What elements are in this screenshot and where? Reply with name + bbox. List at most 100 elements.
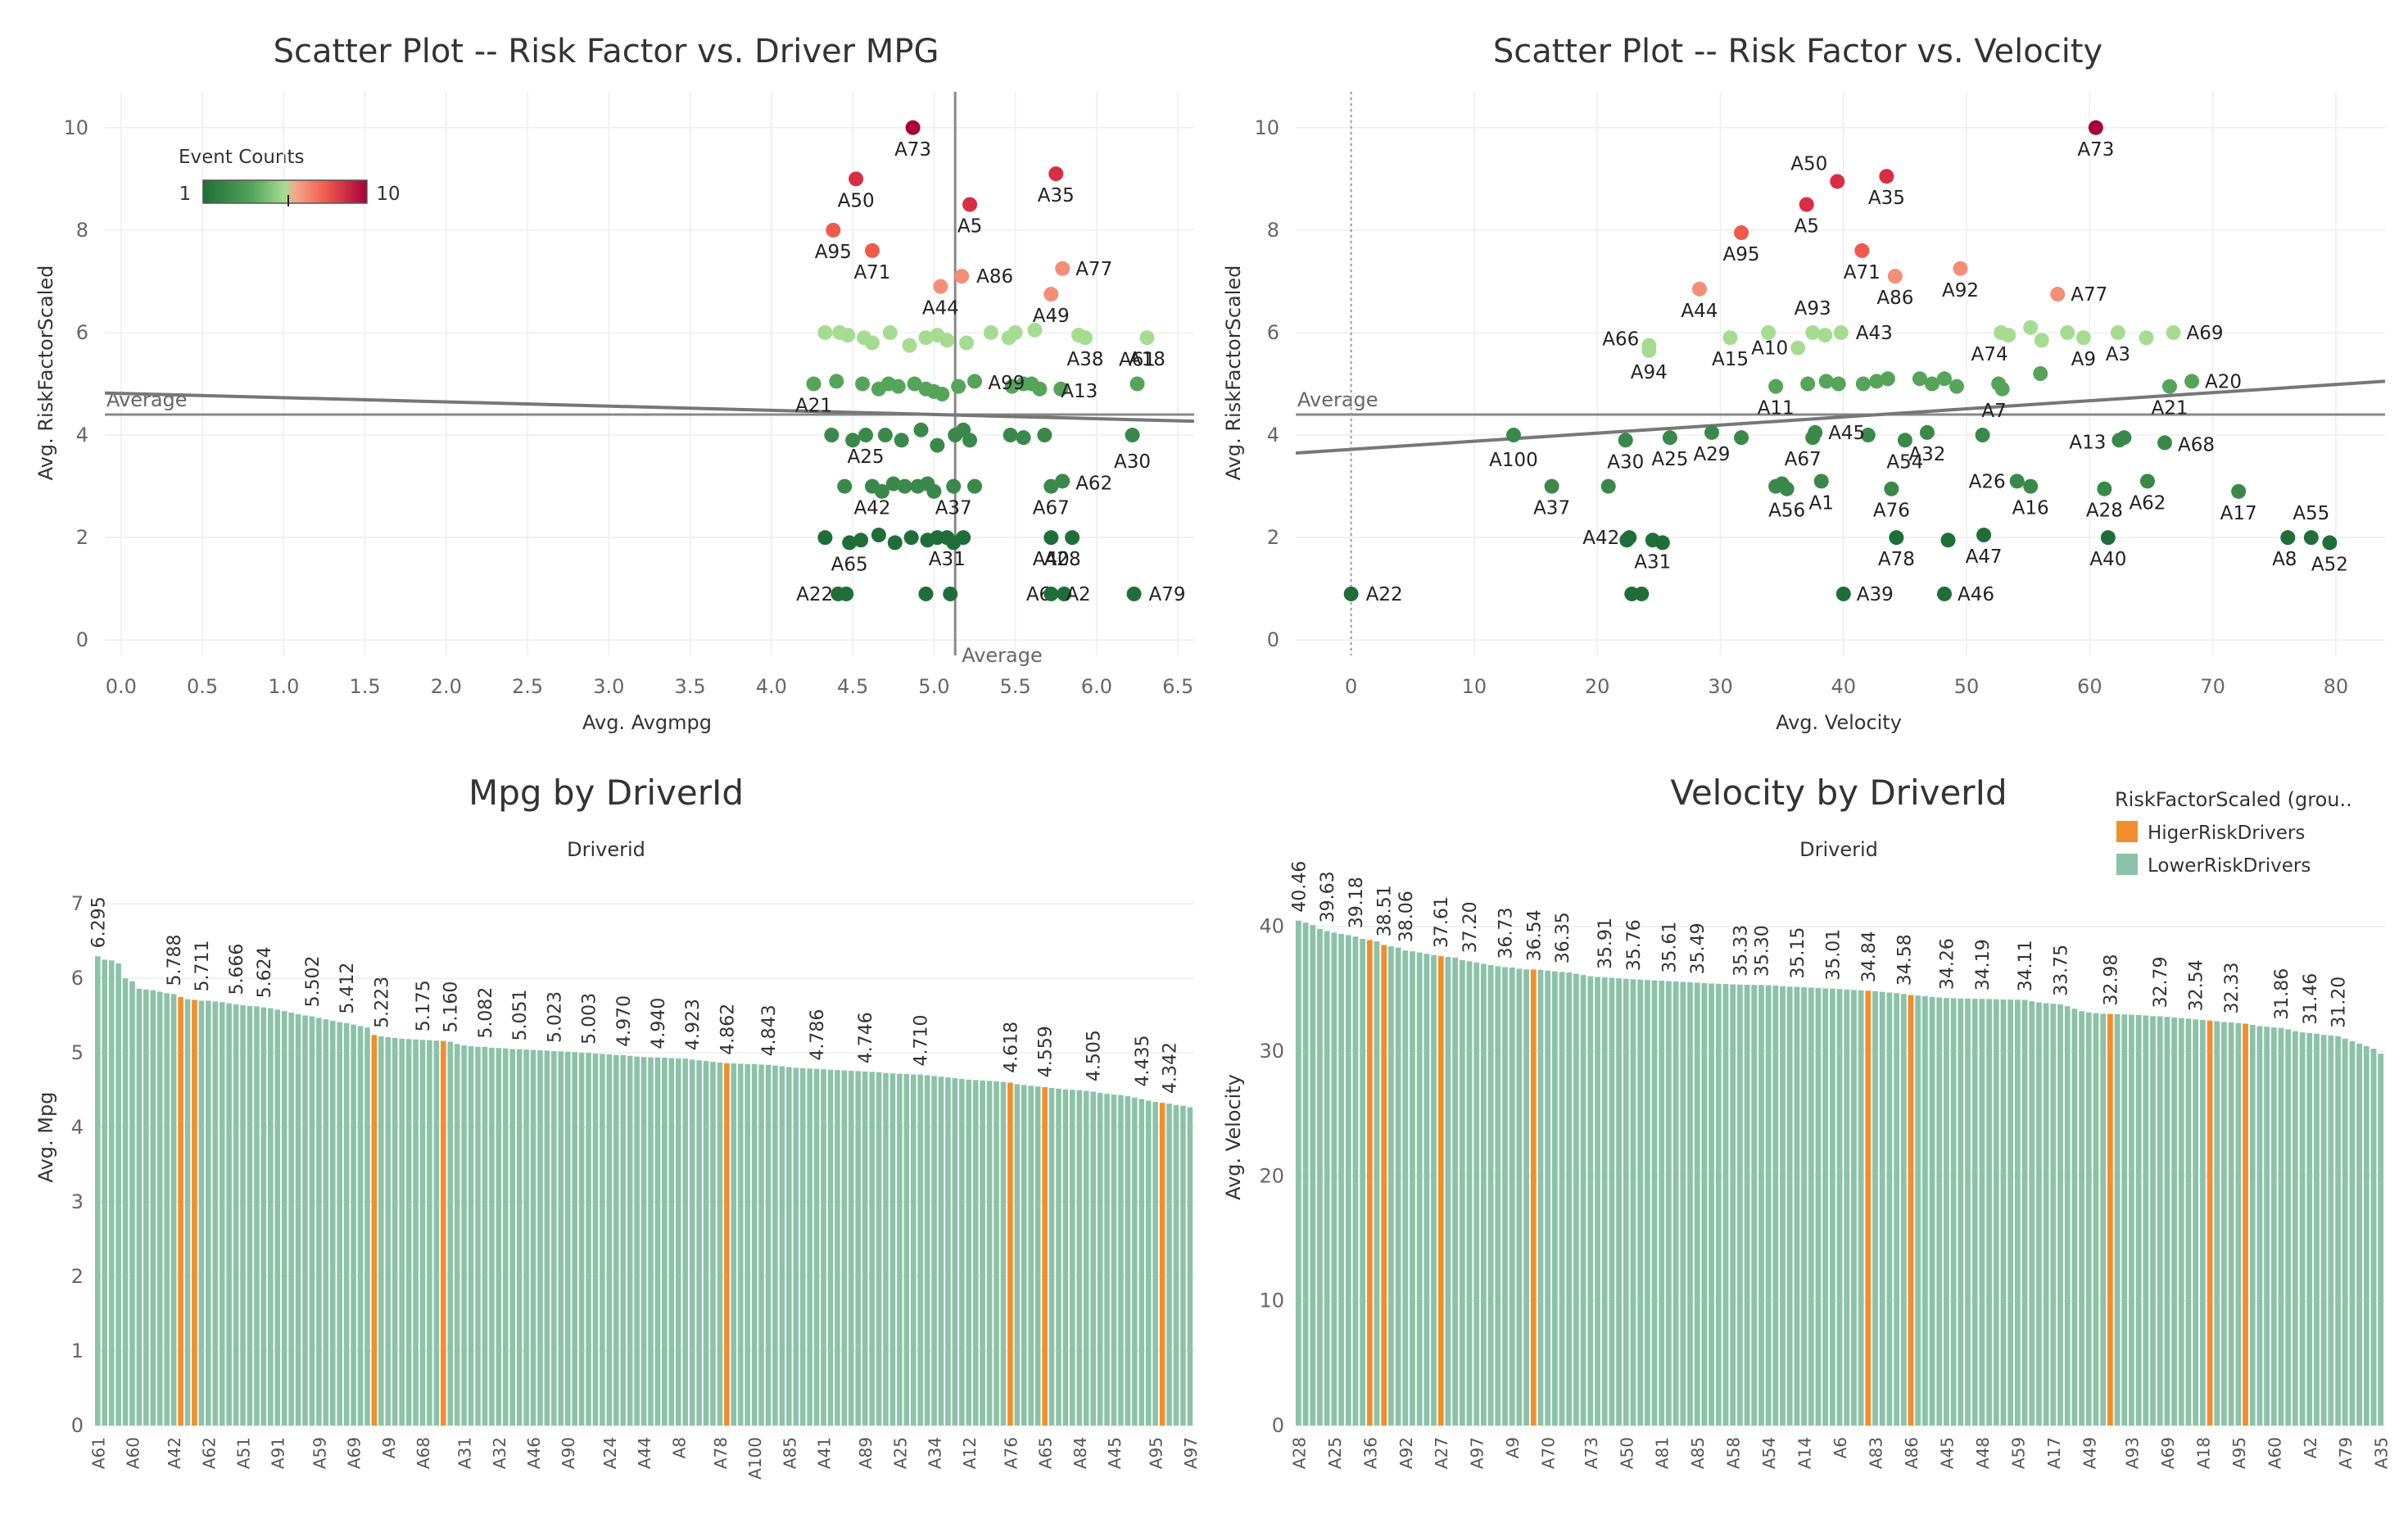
scatter-point-a10 <box>1790 340 1806 356</box>
bar-value-label: 31.20 <box>2329 977 2350 1028</box>
bar <box>862 1071 868 1426</box>
bar <box>1580 975 1586 1426</box>
scatter-point-label: A22 <box>796 584 833 605</box>
x-category-label: A25 <box>1325 1437 1345 1469</box>
bar <box>1083 1090 1089 1426</box>
bar <box>1573 973 1579 1426</box>
scatter-point <box>1624 586 1640 601</box>
bar <box>475 1046 481 1426</box>
event-counts-legend-min: 1 <box>179 184 192 205</box>
bar <box>405 1039 412 1426</box>
bar-value-label: 5.502 <box>303 955 324 1007</box>
bar-value-label: 5.023 <box>545 991 565 1043</box>
bar <box>198 1000 205 1426</box>
scatter-point-a92 <box>1953 261 1968 276</box>
x-tick-label: 0 <box>1345 675 1357 698</box>
bar <box>751 1063 758 1426</box>
bar <box>502 1048 509 1426</box>
bar-mpg-title: Mpg by DriverId <box>468 773 744 813</box>
bar-value-label: 5.175 <box>414 980 434 1031</box>
bar <box>468 1045 474 1426</box>
x-category-label: A50 <box>1617 1437 1636 1469</box>
bar <box>1070 1090 1075 1426</box>
bar <box>2093 1013 2099 1426</box>
x-category-label: A49 <box>2080 1437 2099 1469</box>
bar-value-label: 5.051 <box>510 990 531 1041</box>
bar <box>959 1078 965 1426</box>
x-category-label: A36 <box>1360 1437 1380 1469</box>
scatter-point <box>2033 366 2048 381</box>
bar <box>986 1081 993 1426</box>
bar <box>1007 1082 1013 1426</box>
bar <box>558 1051 564 1426</box>
scatter-point-a86 <box>954 269 970 284</box>
bar <box>1559 972 1565 1426</box>
bar-value-label: 37.20 <box>1460 901 1481 953</box>
bar <box>1502 967 1508 1426</box>
scatter-point-label: A67 <box>1033 498 1070 519</box>
scatter-point <box>959 335 975 351</box>
x-tick-label: 0.5 <box>187 675 218 698</box>
scatter-mpg-xlabel: Avg. Avgmpg <box>582 711 712 734</box>
x-category-label: A54 <box>1759 1437 1779 1469</box>
scatter-point <box>887 535 903 551</box>
bar-value-label: 32.33 <box>2222 963 2243 1014</box>
scatter-point-label: A44 <box>1681 301 1718 322</box>
scatter-point-a28 <box>2097 481 2112 496</box>
scatter-point-label: A17 <box>2220 503 2257 524</box>
scatter-point-label: A95 <box>815 242 852 263</box>
bar <box>108 960 115 1426</box>
scatter-point-a15 <box>1722 330 1738 346</box>
x-tick-label: 4.5 <box>837 675 868 698</box>
scatter-point-a18 <box>1139 330 1155 346</box>
bar <box>1915 995 1921 1426</box>
x-category-label: A35 <box>2372 1437 2392 1469</box>
bar-value-label: 35.30 <box>1752 925 1772 977</box>
risk-group-legend-title: RiskFactorScaled (grou.. <box>2115 788 2352 811</box>
scatter-point-label: A8 <box>2272 549 2297 570</box>
bar <box>288 1013 294 1426</box>
scatter-point-label: A92 <box>1942 280 1979 301</box>
bar <box>2285 1029 2292 1426</box>
x-category-label: A89 <box>856 1437 876 1469</box>
bar <box>2356 1043 2363 1426</box>
scatter-point <box>967 478 983 494</box>
bar <box>1694 982 1700 1426</box>
scatter-point <box>967 374 983 389</box>
bar <box>2363 1045 2370 1426</box>
scatter-point <box>829 374 844 389</box>
bar <box>2129 1014 2134 1426</box>
bar-value-label: 35.01 <box>1823 929 1844 981</box>
scatter-point <box>1600 478 1616 494</box>
bar <box>654 1057 661 1426</box>
bar <box>2021 1000 2028 1426</box>
bar <box>2221 1022 2227 1426</box>
bar <box>889 1073 896 1426</box>
bar <box>240 1004 246 1426</box>
bar <box>136 988 143 1426</box>
scatter-point-a46 <box>1936 586 1952 601</box>
bar <box>1523 969 1529 1426</box>
bar <box>1644 980 1650 1426</box>
scatter-point-label: A46 <box>1958 584 1994 605</box>
bar <box>170 994 177 1426</box>
scatter-point <box>840 328 856 343</box>
scatter-point-label: A25 <box>1651 449 1688 470</box>
scatter-point-label: A99 <box>988 373 1025 394</box>
bar <box>274 1009 281 1426</box>
bar <box>2064 1006 2071 1426</box>
bar <box>1459 959 1465 1426</box>
bar <box>1858 990 1864 1426</box>
bar <box>1815 987 1822 1426</box>
scatter-point-label: A76 <box>1873 501 1910 522</box>
bar <box>592 1054 599 1426</box>
scatter-point <box>1734 430 1749 446</box>
trend-line <box>104 391 1195 424</box>
scatter-point-label: A77 <box>1075 259 1112 280</box>
scatter-point-label: A93 <box>1795 298 1831 320</box>
bar <box>1516 968 1523 1426</box>
scatter-point-a22 <box>1343 586 1359 601</box>
x-tick-label: 6.5 <box>1162 675 1193 698</box>
bar <box>1651 980 1658 1426</box>
